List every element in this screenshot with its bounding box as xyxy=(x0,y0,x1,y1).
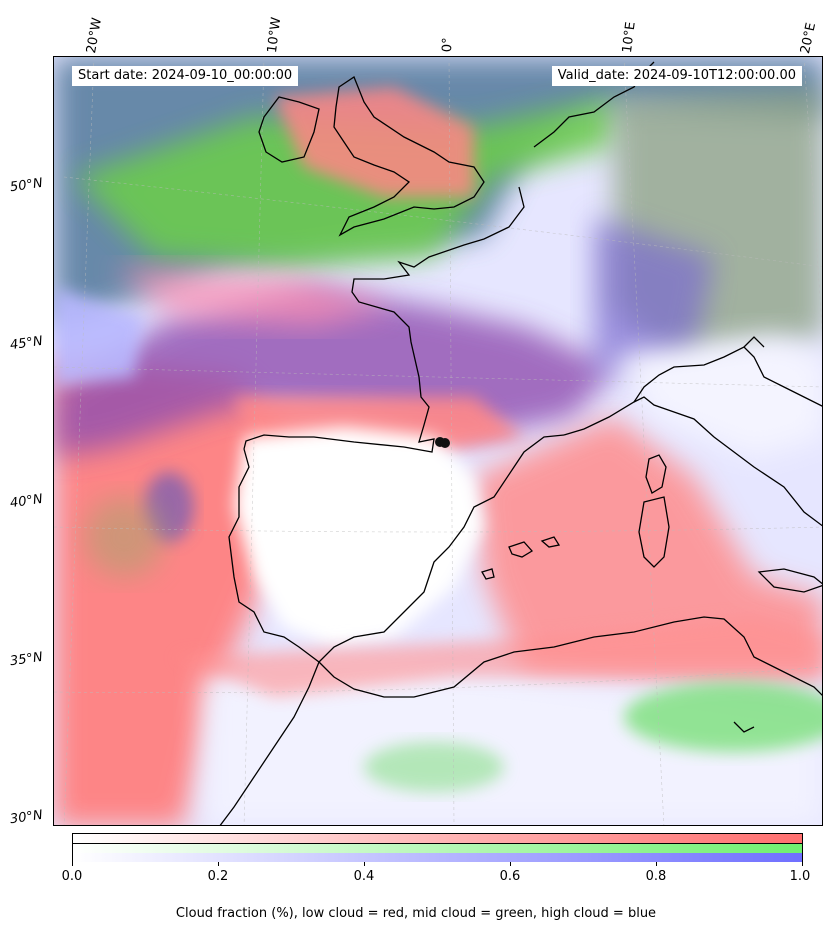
lon-label-20w: 20°W xyxy=(84,16,106,55)
start-date-label: Start date: 2024-09-10_00:00:00 xyxy=(72,66,299,86)
colorbar-tick-label: 1.0 xyxy=(789,869,811,884)
colorbar-tick xyxy=(656,862,657,866)
lat-label-50n: 50°N xyxy=(9,175,44,196)
lat-label-45n: 45°N xyxy=(9,333,44,354)
map-panel: Start date: 2024-09-10_00:00:00 Valid_da… xyxy=(53,56,823,826)
colorbar-tick xyxy=(218,862,219,866)
colorbar-low-cloud xyxy=(73,834,802,843)
colorbar-tick-label: 0.2 xyxy=(207,869,229,884)
colorbar-caption: Cloud fraction (%), low cloud = red, mid… xyxy=(175,906,657,921)
lon-label-0: 0° xyxy=(440,37,456,53)
cloud-layer xyxy=(54,57,822,825)
lat-label-35n: 35°N xyxy=(9,649,44,670)
lon-label-20e: 20°E xyxy=(798,21,820,56)
cloud-fraction-map xyxy=(54,57,822,825)
location-marker xyxy=(435,437,450,448)
colorbar-tick-label: 0.8 xyxy=(645,869,667,884)
colorbar-tick-label: 0.0 xyxy=(61,869,83,884)
lat-label-30n: 30°N xyxy=(9,807,44,828)
colorbar-tick xyxy=(364,862,365,866)
colorbar-high-cloud xyxy=(73,853,802,862)
lon-label-10e: 10°E xyxy=(620,20,639,54)
valid-date-label: Valid_date: 2024-09-10T12:00:00.00 xyxy=(551,66,802,86)
colorbar-tick xyxy=(510,862,511,866)
colorbar-tick-label: 0.6 xyxy=(499,869,521,884)
lon-label-10w: 10°W xyxy=(265,16,285,54)
lat-label-40n: 40°N xyxy=(9,491,44,512)
colorbar-tick-label: 0.4 xyxy=(353,869,375,884)
colorbar-tick xyxy=(72,862,73,866)
colorbar xyxy=(72,833,803,862)
colorbar-tick xyxy=(802,862,803,866)
graticule xyxy=(54,57,822,825)
